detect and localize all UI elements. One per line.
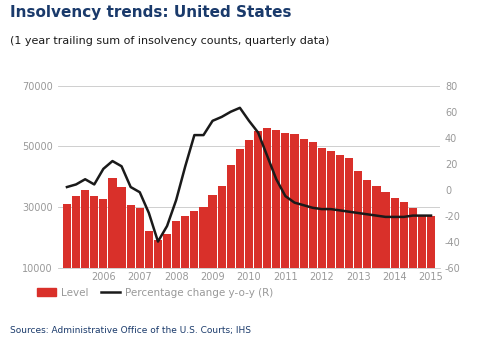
Bar [99,199,108,298]
Bar [118,187,126,298]
Bar [418,214,426,298]
Bar [245,140,253,298]
Bar [236,149,244,298]
Bar [136,209,144,298]
Bar [336,155,344,298]
Bar [381,192,390,298]
Bar [63,204,71,298]
Bar [190,212,199,298]
Text: Sources: Administrative Office of the U.S. Courts; IHS: Sources: Administrative Office of the U.… [10,327,251,335]
Legend: Level, Percentage change y-o-y (R): Level, Percentage change y-o-y (R) [33,283,277,302]
Bar [108,178,117,298]
Bar [399,202,408,298]
Bar [72,196,80,298]
Text: Insolvency trends: United States: Insolvency trends: United States [10,5,292,20]
Bar [354,170,362,298]
Bar [427,216,435,298]
Bar [390,198,399,298]
Bar [318,148,326,298]
Bar [327,151,335,298]
Bar [309,142,317,298]
Bar [263,128,271,298]
Bar [227,165,235,298]
Bar [299,139,308,298]
Text: (1 year trailing sum of insolvency counts, quarterly data): (1 year trailing sum of insolvency count… [10,36,329,46]
Bar [154,240,162,298]
Bar [90,196,99,298]
Bar [409,209,417,298]
Bar [281,133,290,298]
Bar [145,231,153,298]
Bar [272,130,280,298]
Bar [81,190,89,298]
Bar [363,180,371,298]
Bar [208,195,217,298]
Bar [127,205,135,298]
Bar [372,186,380,298]
Bar [345,158,353,298]
Bar [163,234,171,298]
Bar [172,221,180,298]
Bar [218,186,226,298]
Bar [290,134,299,298]
Bar [181,216,189,298]
Bar [254,131,262,298]
Bar [199,207,208,298]
